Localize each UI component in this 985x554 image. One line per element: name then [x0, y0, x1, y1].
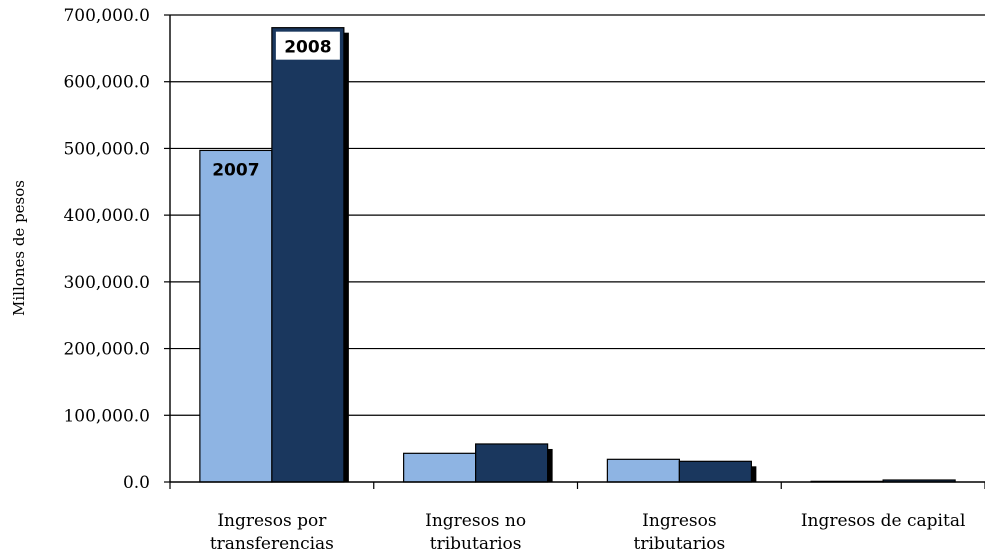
x-category-label: Ingresos por: [217, 511, 327, 531]
x-category-label: transferencias: [210, 534, 334, 554]
x-category-label: Ingresos no: [425, 511, 526, 531]
bar-2007: [403, 452, 477, 483]
y-tick-label: 100,000.0: [63, 406, 150, 426]
series-label-2008: 2008: [284, 38, 331, 58]
y-tick-label: 700,000.0: [63, 6, 150, 26]
y-tick-label: 0.0: [123, 473, 150, 493]
series-labels: 2007 2008: [212, 31, 340, 180]
y-tick-label: 300,000.0: [63, 273, 150, 293]
axes: [164, 14, 985, 489]
bar-2008: [271, 27, 345, 483]
bars: [199, 27, 956, 483]
x-category-label: Ingresos: [642, 511, 716, 531]
y-tick-label: 600,000.0: [63, 73, 150, 93]
y-axis-title: Millones de pesos: [10, 180, 28, 316]
x-category-label: Ingresos de capital: [801, 511, 966, 531]
bar-2008: [678, 460, 752, 483]
x-category-label: tributarios: [634, 534, 726, 554]
y-tick-label: 500,000.0: [63, 139, 150, 159]
bar-2007: [606, 458, 680, 483]
y-tick-labels: 0.0 100,000.0 200,000.0 300,000.0 400,000.0 5…: [63, 6, 150, 493]
bar-2007: [199, 149, 273, 483]
x-category-labels: Ingresos por transferencias Ingresos no tri…: [210, 511, 966, 554]
y-tick-label: 400,000.0: [63, 206, 150, 226]
x-category-label: tributarios: [430, 534, 522, 554]
series-label-box: [275, 31, 340, 60]
bar-2008: [475, 443, 549, 483]
y-tick-label: 200,000.0: [63, 340, 150, 360]
series-label-2007: 2007: [212, 160, 259, 180]
